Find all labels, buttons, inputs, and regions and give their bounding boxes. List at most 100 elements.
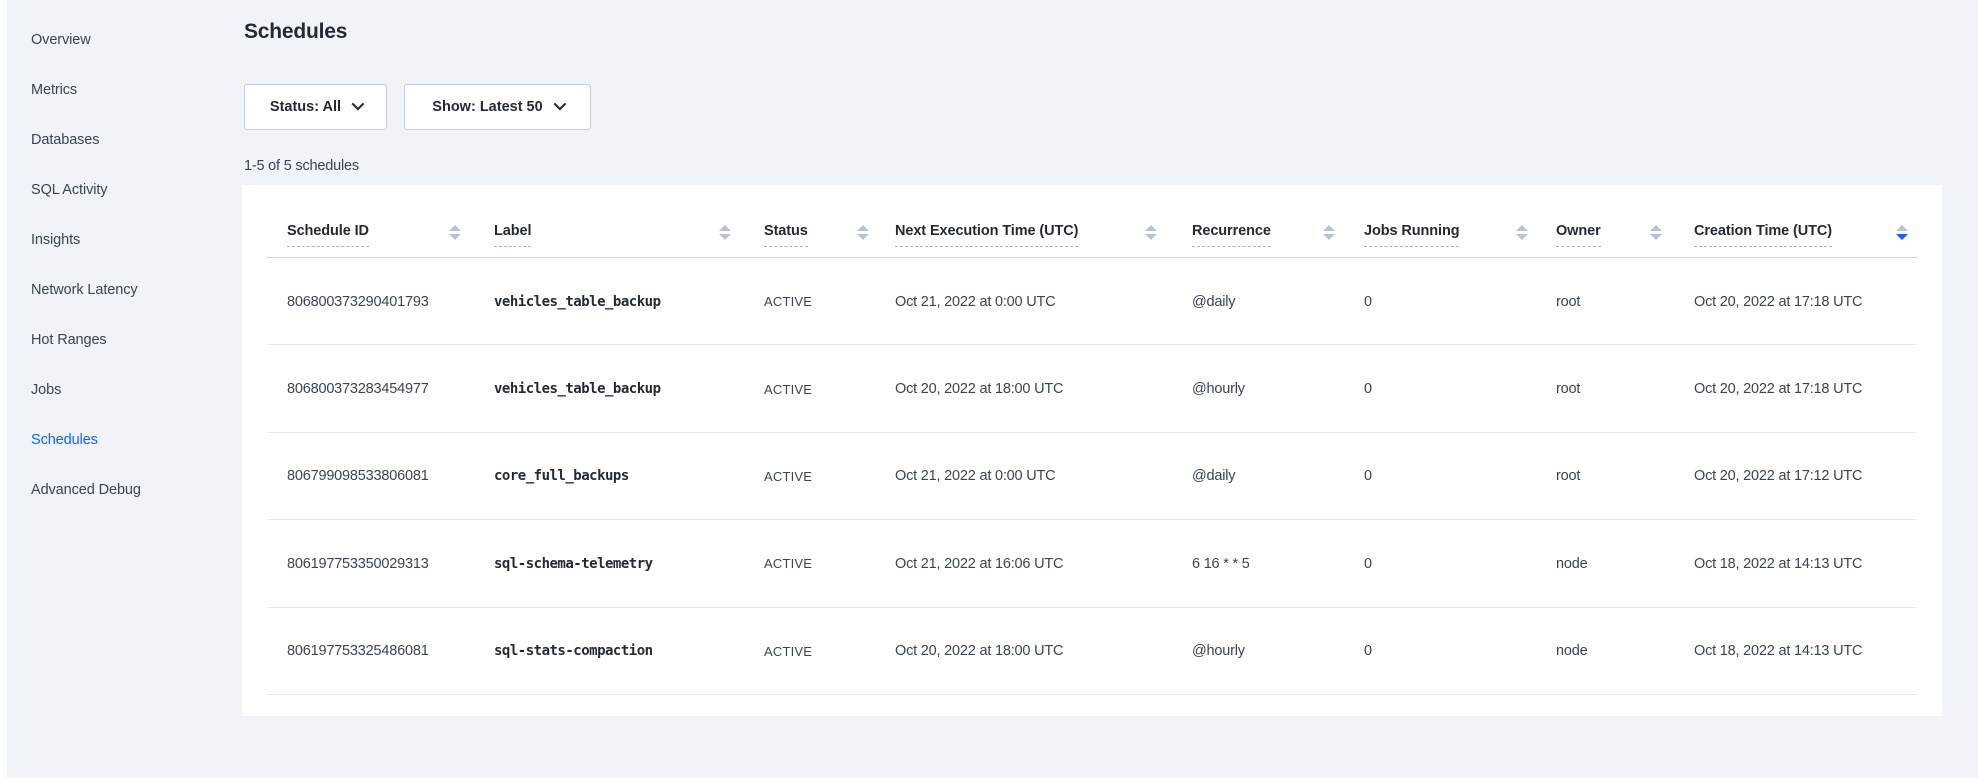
column-header-label: Jobs Running [1364,223,1460,247]
column-header-creation-time-utc[interactable]: Creation Time (UTC) [1694,223,1832,247]
column-header-recurrence[interactable]: Recurrence [1192,223,1271,247]
sort-arrows-icon[interactable] [857,225,869,240]
cell-id: 806799098533806081 [287,468,429,485]
sort-arrows-icon[interactable] [449,225,461,240]
sort-arrows-icon[interactable] [1896,225,1908,240]
show-filter-label: Show: Latest 50 [432,99,543,115]
cell-label: sql-schema-telemetry [494,555,653,572]
page-background: Overview Metrics Databases SQL Activity Insi… [7,0,1978,778]
sort-desc-icon [1896,234,1908,240]
cell-recurrence: @daily [1192,293,1236,310]
column-header-label: Schedule ID [287,223,369,247]
status-filter-dropdown[interactable]: Status: All [244,84,387,130]
sidebar-item-metrics[interactable]: Metrics [31,82,78,98]
cell-id: 806800373290401793 [287,293,429,310]
chevron-down-icon [351,97,365,110]
cell-recurrence: @hourly [1192,381,1245,398]
sort-asc-icon [1650,225,1662,231]
column-header-status[interactable]: Status [764,223,808,247]
column-header-label: Status [764,223,808,247]
column-header-label: Next Execution Time (UTC) [895,223,1078,247]
sort-desc-icon [1516,234,1528,240]
page-title: Schedules [244,20,348,43]
sort-asc-icon [1145,225,1157,231]
column-header-next-execution-time-utc[interactable]: Next Execution Time (UTC) [895,223,1078,247]
cell-id: 806197753325486081 [287,643,429,660]
cell-creation-time: Oct 18, 2022 at 14:13 UTC [1694,555,1863,572]
cell-id: 806197753350029313 [287,555,429,572]
sort-arrows-icon[interactable] [1323,225,1335,240]
sort-desc-icon [449,234,461,240]
sort-arrows-icon[interactable] [1650,225,1662,240]
sort-desc-icon [857,234,869,240]
cell-creation-time: Oct 20, 2022 at 17:18 UTC [1694,381,1863,398]
cell-owner: root [1556,381,1581,398]
cell-next-execution: Oct 21, 2022 at 16:06 UTC [895,555,1064,572]
sort-asc-icon [449,225,461,231]
sidebar-item-network-latency[interactable]: Network Latency [31,282,138,298]
sort-arrows-icon[interactable] [719,225,731,240]
cell-jobs-running: 0 [1364,381,1372,398]
column-header-label: Label [494,223,531,247]
schedules-table-card: Schedule ID Label Status Next Execution Tim… [242,185,1942,716]
cell-next-execution: Oct 20, 2022 at 18:00 UTC [895,643,1064,660]
sidebar-item-overview[interactable]: Overview [31,32,91,48]
sort-asc-icon [1516,225,1528,231]
cell-recurrence: @daily [1192,468,1236,485]
table-row: 806197753350029313 sql-schema-telemetry AC… [242,520,1942,608]
sort-desc-icon [719,234,731,240]
sort-desc-icon [1145,234,1157,240]
cell-label: vehicles_table_backup [494,381,661,398]
sort-arrows-icon[interactable] [1145,225,1157,240]
column-header-label: Creation Time (UTC) [1694,223,1832,247]
cell-jobs-running: 0 [1364,555,1372,572]
cell-jobs-running: 0 [1364,468,1372,485]
sidebar-nav: Overview Metrics Databases SQL Activity Insi… [31,32,201,532]
cell-owner: root [1556,468,1581,485]
sidebar-item-jobs[interactable]: Jobs [31,382,62,398]
sidebar-item-databases[interactable]: Databases [31,132,100,148]
cell-creation-time: Oct 18, 2022 at 14:13 UTC [1694,643,1863,660]
table-header: Schedule ID Label Status Next Execution Tim… [242,185,1942,258]
sidebar-item-hot-ranges[interactable]: Hot Ranges [31,332,107,348]
show-filter-dropdown[interactable]: Show: Latest 50 [404,84,591,130]
cell-status: ACTIVE [764,643,813,659]
sidebar-item-insights[interactable]: Insights [31,232,81,248]
sort-arrows-icon[interactable] [1516,225,1528,240]
sidebar-item-sql-activity[interactable]: SQL Activity [31,182,108,198]
cell-next-execution: Oct 20, 2022 at 18:00 UTC [895,381,1064,398]
column-header-label: Recurrence [1192,223,1271,247]
cell-status: ACTIVE [764,556,813,572]
cell-creation-time: Oct 20, 2022 at 17:18 UTC [1694,293,1863,310]
cell-creation-time: Oct 20, 2022 at 17:12 UTC [1694,468,1863,485]
chevron-down-icon [553,97,566,110]
sidebar-item-schedules[interactable]: Schedules [31,432,98,448]
cell-owner: node [1556,555,1588,572]
cell-jobs-running: 0 [1364,643,1372,660]
table-row: 806197753325486081 sql-stats-compaction AC… [242,608,1942,696]
column-header-owner[interactable]: Owner [1556,223,1601,247]
results-count: 1-5 of 5 schedules [244,158,359,174]
cell-jobs-running: 0 [1364,293,1372,310]
sort-asc-icon [1896,225,1908,231]
column-header-jobs-running[interactable]: Jobs Running [1364,223,1460,247]
cell-next-execution: Oct 21, 2022 at 0:00 UTC [895,468,1056,485]
cell-owner: node [1556,643,1588,660]
cell-label: sql-stats-compaction [494,643,653,660]
cell-recurrence: 6 16 * * 5 [1192,555,1250,572]
cell-recurrence: @hourly [1192,643,1245,660]
table-row: 806800373283454977 vehicles_table_backup A… [242,345,1942,434]
table-row: 806800373290401793 vehicles_table_backup A… [242,258,1942,346]
column-header-schedule-id[interactable]: Schedule ID [287,223,369,247]
cell-next-execution: Oct 21, 2022 at 0:00 UTC [895,293,1056,310]
table-row: 806799098533806081 core_full_backups ACTIV… [242,433,1942,521]
sidebar-item-advanced-debug[interactable]: Advanced Debug [31,482,141,498]
table-body: 806800373290401793 vehicles_table_backup A… [242,258,1942,696]
sort-desc-icon [1650,234,1662,240]
cell-status: ACTIVE [764,294,813,310]
column-header-label[interactable]: Label [494,223,531,247]
sort-desc-icon [1323,234,1335,240]
cell-label: vehicles_table_backup [494,293,661,310]
filter-bar: Status: All Show: Latest 50 [244,84,591,130]
